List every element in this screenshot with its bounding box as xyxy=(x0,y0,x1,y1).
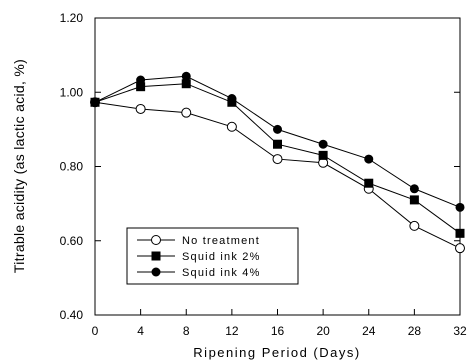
series-line xyxy=(94,101,461,249)
x-tick-label: 16 xyxy=(271,324,285,338)
x-tick-label: 12 xyxy=(225,324,239,338)
x-tick-label: 0 xyxy=(92,324,99,338)
y-tick-label: 1.20 xyxy=(60,11,84,25)
y-tick-label: 1.00 xyxy=(60,85,84,99)
y-tick-label: 0.80 xyxy=(60,160,84,174)
legend: No treatment Squid ink 2% Squid ink 4% xyxy=(126,227,299,285)
y-tick-label: 0.60 xyxy=(60,234,84,248)
x-tick-label: 4 xyxy=(137,324,144,338)
data-point xyxy=(273,124,282,134)
data-point xyxy=(409,220,420,231)
x-tick-label: 24 xyxy=(362,324,376,338)
data-point xyxy=(272,154,283,165)
legend-label: Squid ink 4% xyxy=(182,267,261,279)
legend-marker xyxy=(151,267,161,277)
x-axis-title: Ripening Period (Days) xyxy=(193,345,360,360)
legend-label: Squid ink 2% xyxy=(182,251,261,263)
series-layer xyxy=(90,71,465,254)
y-axis: 0.40 0.60 0.80 1.00 1.20 xyxy=(60,11,460,322)
series-3 xyxy=(90,71,465,212)
data-point xyxy=(318,139,328,149)
data-point xyxy=(181,107,192,118)
data-point xyxy=(455,228,465,238)
data-point xyxy=(181,79,191,89)
data-point xyxy=(409,195,419,205)
data-point xyxy=(273,139,282,149)
data-point xyxy=(455,202,465,212)
x-tick-label: 8 xyxy=(183,324,190,338)
x-tick-label: 28 xyxy=(408,324,422,338)
legend-label: No treatment xyxy=(182,235,260,247)
series-2 xyxy=(90,79,465,238)
data-point xyxy=(227,94,237,104)
data-point xyxy=(318,150,328,160)
data-point xyxy=(364,178,374,188)
data-point xyxy=(135,103,146,114)
data-point xyxy=(90,97,100,107)
data-point xyxy=(226,121,237,132)
x-tick-label: 20 xyxy=(316,324,330,338)
legend-marker xyxy=(151,235,161,245)
x-axis: 0 4 8 12 16 20 24 28 32 xyxy=(92,309,467,338)
data-point xyxy=(409,184,419,194)
y-tick-label: 0.40 xyxy=(60,308,84,322)
x-tick-label: 32 xyxy=(453,324,467,338)
data-point xyxy=(136,75,146,85)
data-point xyxy=(455,243,465,254)
y-axis-title: Titrable acidity (as lactic acid, %) xyxy=(11,59,27,273)
data-point xyxy=(136,82,146,92)
data-point xyxy=(364,154,374,164)
legend-marker xyxy=(151,251,161,261)
data-point xyxy=(181,71,191,81)
